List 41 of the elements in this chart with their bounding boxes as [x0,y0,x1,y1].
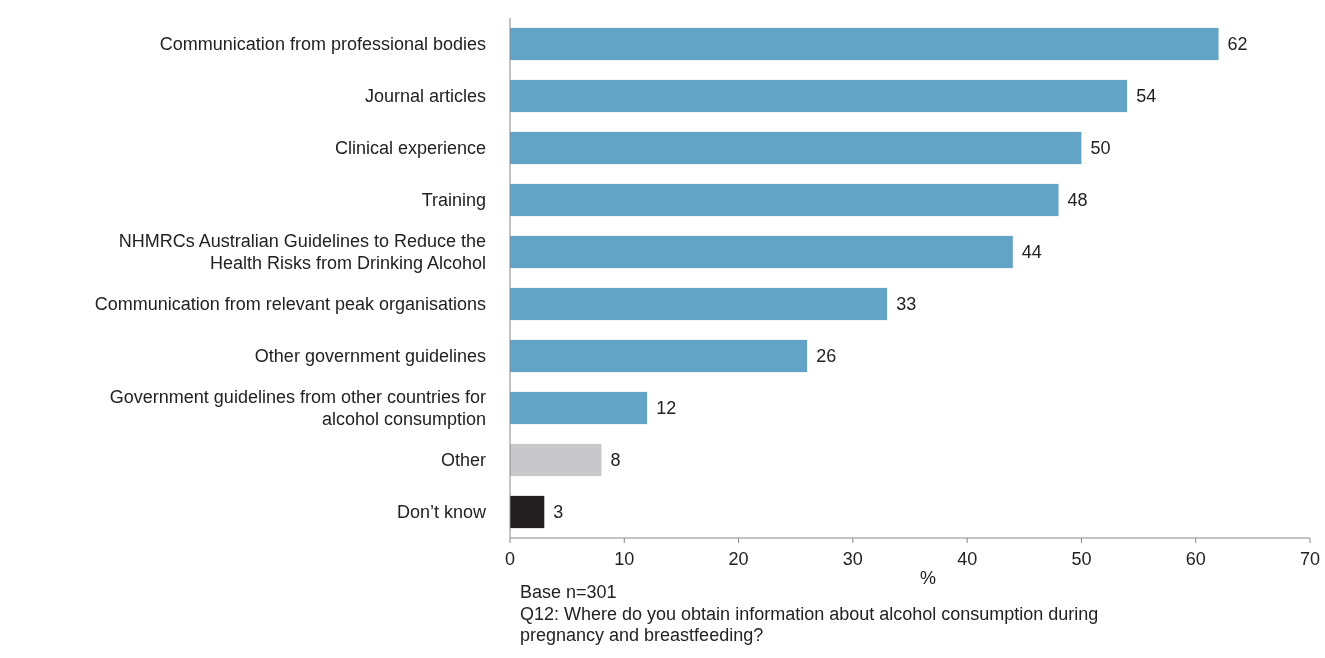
x-tick-label: 70 [1299,549,1321,569]
x-tick-label: 50 [1071,549,1092,569]
data-label: 12 [656,398,677,419]
y-tick-label: Training [421,190,486,211]
bar [510,183,1059,217]
data-label: 54 [1136,86,1157,107]
bar [510,79,1128,113]
x-tick-label: 0 [504,549,516,569]
x-tick-label: 60 [1185,549,1206,569]
y-tick-label: Clinical experience [334,138,486,159]
x-tick-label: 40 [957,549,978,569]
text: Base n=301 [520,582,617,602]
data-label: 62 [1227,34,1248,55]
bar [510,235,1013,269]
data-label: 33 [896,294,917,315]
bar [510,495,545,529]
y-tick-label: Other government guidelines [254,346,486,367]
data-label: 50 [1090,138,1111,159]
bar [510,391,648,425]
bar [510,131,1082,165]
y-tick-label: Government guidelines from other countries for alcohol consumption [109,387,486,430]
bar [510,443,602,477]
y-tick-label: Other [440,450,486,471]
y-tick-label: Don’t know [396,502,487,523]
data-label: 44 [1021,242,1042,263]
data-label: 26 [816,346,837,367]
y-tick-label: Communication from professional bodies [159,34,486,55]
y-tick-label: Journal articles [364,86,486,107]
bar [510,339,808,373]
data-label: 3 [553,502,564,523]
bar [510,27,1219,61]
x-tick-label: 10 [614,549,635,569]
bar [510,287,888,321]
data-label: 8 [610,450,621,471]
x-tick-label: 30 [842,549,863,569]
y-tick-label: Communication from relevant peak organisations [94,294,486,315]
y-tick-label: NHMRCs Australian Guidelines to Reduce the Health Risks from Drinking Alcohol [118,231,486,274]
x-tick-label: 20 [728,549,749,569]
data-label: 48 [1067,190,1088,211]
x-axis-title: % [919,568,937,588]
text: Q12: Where do you obtain information about alcohol consumption during pregnancy and breastfeeding? [520,603,1099,645]
